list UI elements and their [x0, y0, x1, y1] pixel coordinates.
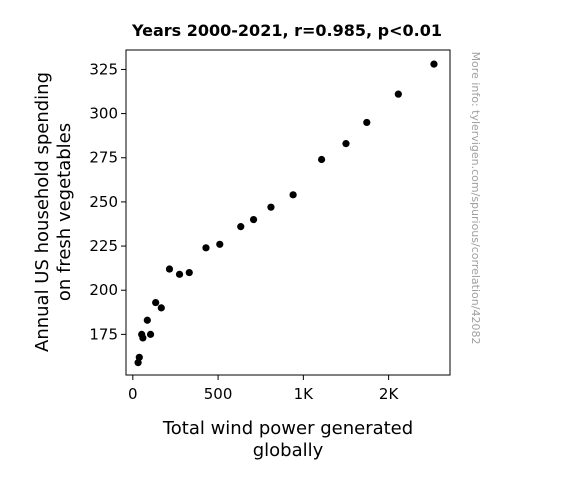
y-tick-label: 325	[89, 60, 118, 78]
y-tick-label: 175	[89, 325, 118, 343]
data-point	[363, 118, 371, 127]
data-point	[216, 240, 224, 248]
data-point	[249, 215, 258, 224]
data-point	[267, 203, 275, 211]
data-point	[175, 270, 184, 278]
y-tick-label: 225	[89, 237, 118, 255]
data-point	[394, 90, 402, 98]
data-point	[237, 223, 245, 231]
y-axis-label-line-2: on fresh vegetables	[54, 123, 75, 301]
y-tick-label: 300	[89, 105, 118, 123]
data-point	[165, 265, 174, 273]
x-tick-label: 1K	[294, 385, 315, 403]
data-point	[139, 334, 147, 342]
data-point	[135, 353, 143, 361]
data-point	[317, 155, 326, 164]
x-axis-label-line-1: Total wind power generated	[162, 418, 413, 439]
watermark-text: More info: tylervigen.com/spurious/corre…	[469, 52, 482, 345]
x-axis: 0 500 1K 2K	[128, 375, 399, 403]
data-point	[430, 60, 438, 68]
data-point	[146, 330, 155, 338]
x-tick-label: 500	[204, 385, 233, 403]
x-tick-label: 2K	[379, 385, 400, 403]
y-tick-label: 200	[89, 281, 118, 299]
plot-area	[125, 49, 451, 376]
chart-title: Years 2000-2021, r=0.985, p<0.01	[131, 21, 442, 40]
y-tick-label: 250	[89, 193, 118, 211]
x-axis-label-line-2: globally	[253, 440, 324, 461]
data-point	[157, 304, 165, 312]
y-tick-label: 275	[89, 149, 118, 167]
data-point	[202, 244, 210, 252]
x-tick-label: 0	[128, 385, 138, 403]
data-point	[152, 298, 160, 307]
data-point	[342, 140, 350, 148]
data-points	[134, 60, 438, 367]
data-point	[185, 268, 193, 277]
y-axis-label-line-1: Annual US household spending	[32, 72, 53, 352]
data-point	[289, 191, 297, 199]
data-point	[143, 316, 151, 324]
y-axis: 175 200 225 250 275 300 325	[89, 60, 126, 343]
